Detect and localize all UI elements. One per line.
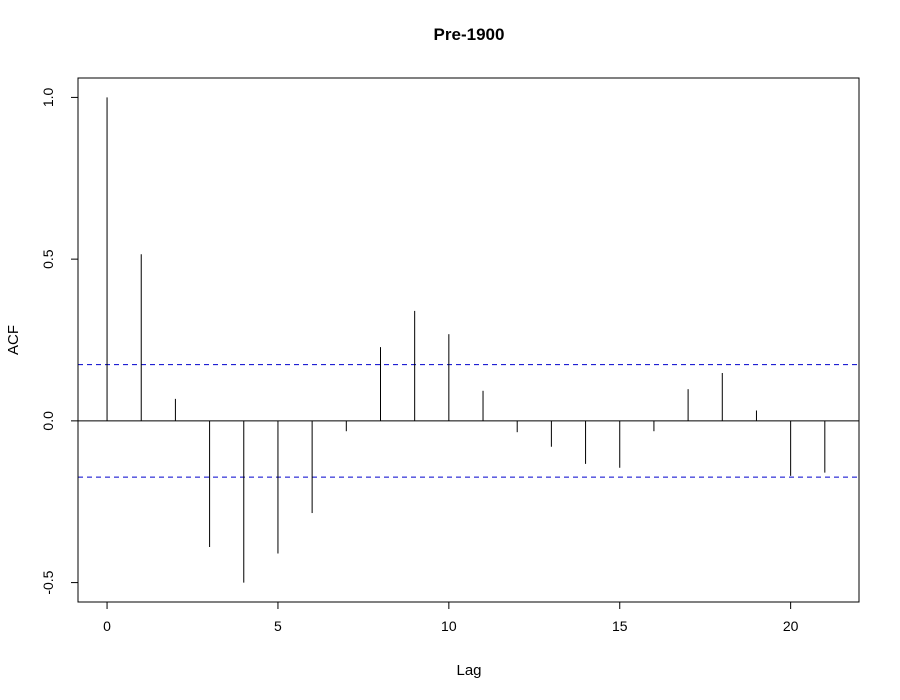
plot-frame: [77, 77, 860, 603]
plot-area: [78, 97, 859, 583]
x-tick-label: 15: [612, 618, 628, 634]
x-tick-label: 5: [274, 618, 282, 634]
y-axis: -0.5 0.0 0.5 1.0: [40, 87, 79, 595]
x-tick-label: 0: [103, 618, 111, 634]
y-tick-label: 0.5: [40, 249, 56, 269]
y-tick-label: 0.0: [40, 411, 56, 431]
x-tick-label: 10: [441, 618, 457, 634]
y-tick-label: -0.5: [40, 570, 56, 594]
y-axis-label: ACF: [5, 325, 22, 355]
y-tick-label: 1.0: [40, 87, 56, 107]
x-axis: 0 5 10 15 20: [103, 601, 799, 634]
chart-title: Pre-1900: [434, 25, 505, 44]
x-tick-label: 20: [783, 618, 799, 634]
x-axis-label: Lag: [456, 662, 481, 679]
